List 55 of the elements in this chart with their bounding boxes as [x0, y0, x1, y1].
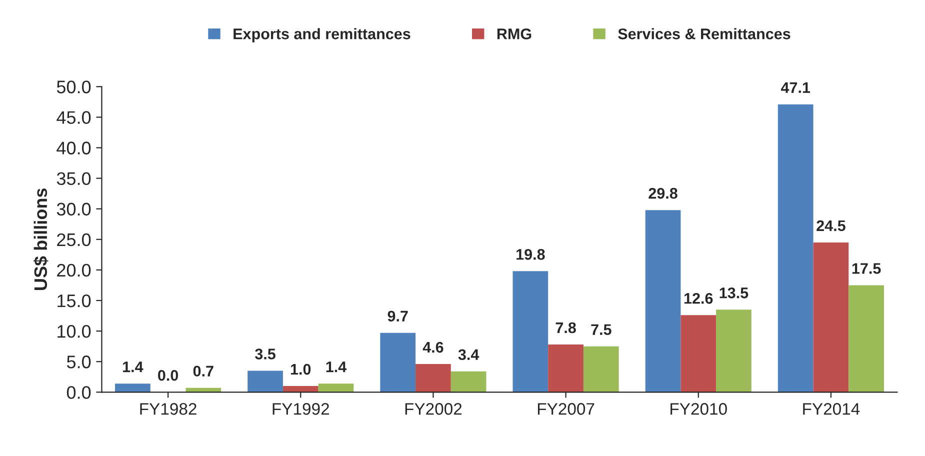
legend-label: Exports and remittances — [234, 28, 410, 42]
bar — [716, 310, 752, 392]
legend-label: RMG — [497, 28, 532, 40]
y-tick-label: 40.0 — [56, 142, 91, 154]
bar — [416, 364, 451, 392]
data-label: 0.0 — [158, 370, 178, 381]
data-label: 3.4 — [458, 349, 480, 360]
data-label: 24.5 — [816, 220, 846, 232]
y-tick-label: 10.0 — [58, 324, 91, 338]
data-label: 3.5 — [255, 348, 276, 360]
x-tick-label: FY2010 — [670, 403, 727, 415]
bar — [318, 384, 354, 392]
bar — [680, 315, 716, 392]
bar — [248, 370, 283, 392]
bar — [380, 332, 416, 392]
y-tick-label: 30.0 — [56, 202, 91, 216]
data-label: 13.5 — [720, 288, 748, 298]
data-label: 17.5 — [852, 263, 881, 274]
bar — [778, 104, 814, 392]
data-label: 12.6 — [684, 292, 713, 304]
y-tick-label: 15.0 — [58, 294, 91, 308]
bar — [548, 344, 584, 392]
data-label: 29.8 — [648, 188, 678, 199]
bar — [115, 384, 150, 392]
bar — [645, 210, 681, 392]
x-tick-label: FY2002 — [405, 403, 462, 415]
data-label: 7.5 — [591, 324, 612, 335]
y-tick-label: 50.0 — [56, 80, 91, 94]
data-label: 1.0 — [290, 364, 311, 375]
data-label: 0.7 — [193, 366, 214, 377]
y-tick-label: 35.0 — [56, 172, 91, 186]
bar — [848, 285, 884, 392]
bar — [813, 242, 849, 392]
bar — [512, 271, 548, 392]
bar — [583, 346, 619, 392]
data-label: 1.4 — [123, 362, 144, 372]
data-label: 4.6 — [422, 342, 444, 353]
x-tick-label: FY1982 — [140, 403, 196, 415]
bar — [450, 371, 486, 392]
data-label: 9.7 — [388, 310, 408, 322]
data-label: 19.8 — [516, 249, 545, 260]
data-label: 1.4 — [326, 362, 347, 372]
y-tick-label: 20.0 — [57, 264, 91, 277]
y-tick-label: 5.0 — [66, 356, 91, 368]
y-tick-label: 25.0 — [57, 233, 91, 246]
data-label: 7.8 — [556, 322, 576, 334]
x-tick-label: FY2007 — [538, 403, 594, 415]
data-label: 47.1 — [780, 82, 810, 93]
bar — [282, 386, 318, 392]
y-tick-label: 45.0 — [56, 111, 91, 124]
x-tick-label: FY2014 — [803, 403, 860, 415]
y-tick-label: 0.0 — [66, 386, 91, 399]
legend-label: Services & Remittances — [618, 28, 790, 40]
y-axis-title: US$ billions — [33, 188, 48, 290]
x-tick-label: FY1992 — [272, 403, 329, 415]
